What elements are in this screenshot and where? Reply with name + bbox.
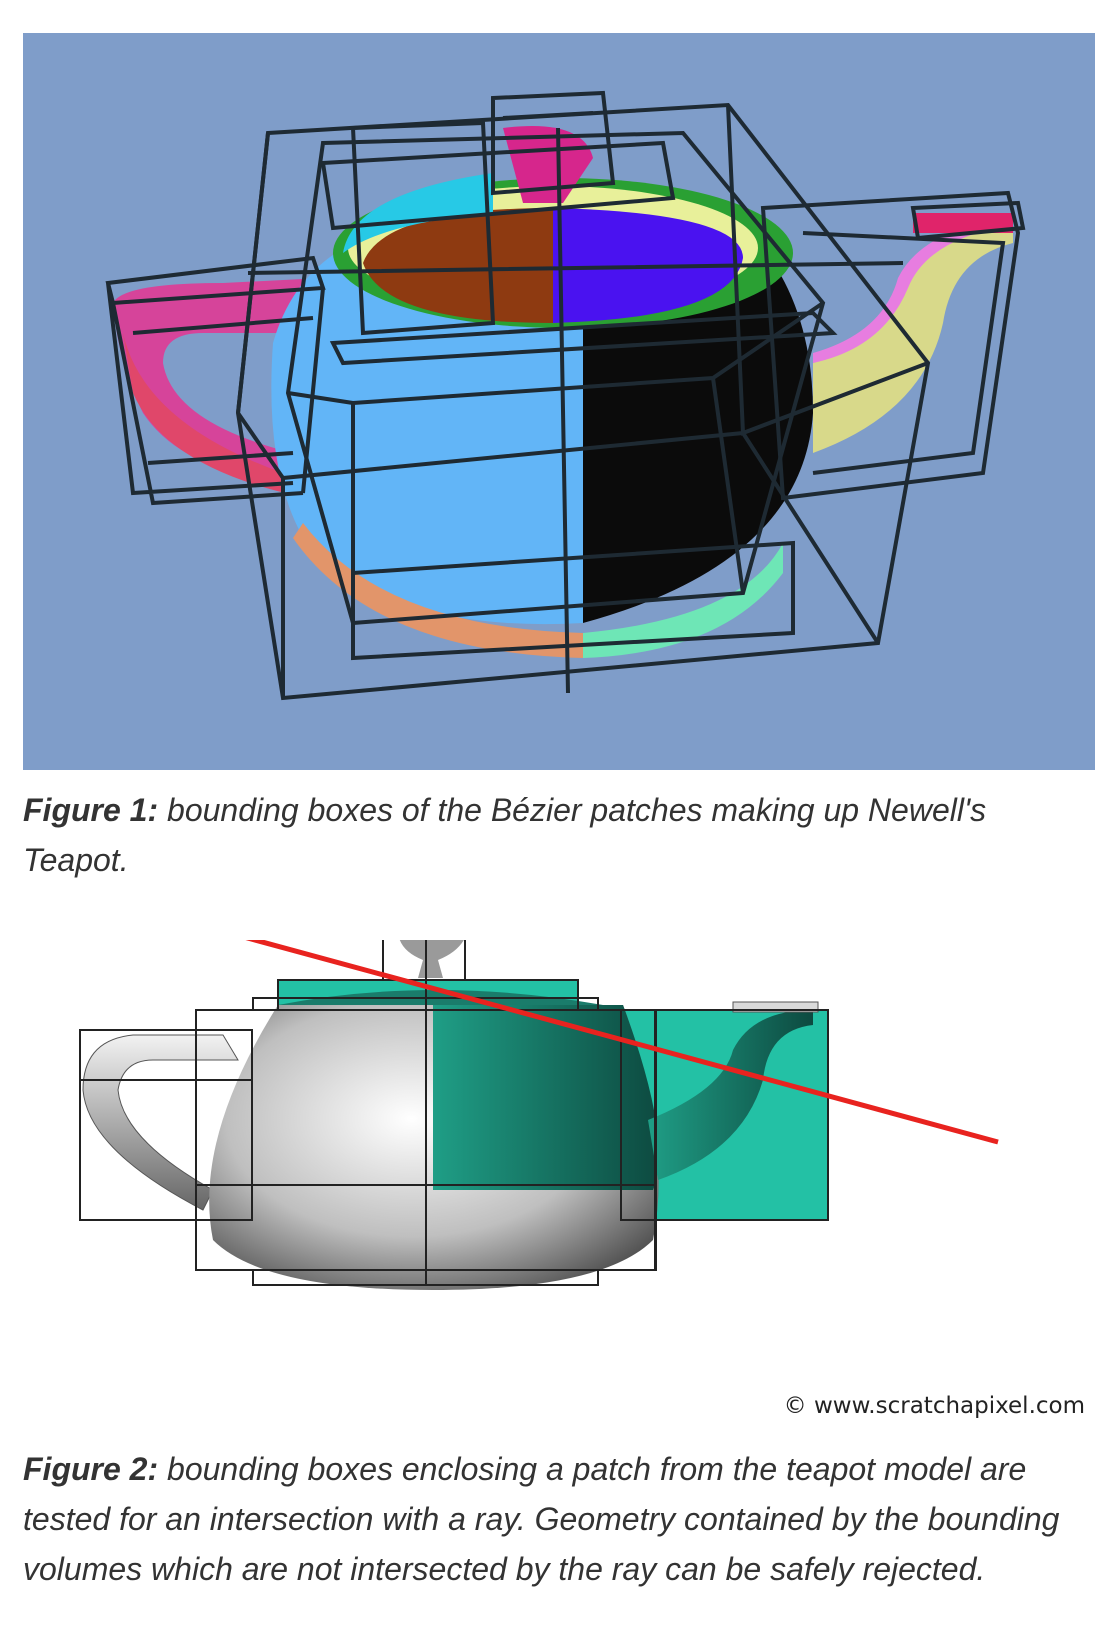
figure-2-caption: Figure 2: bounding boxes enclosing a pat… xyxy=(23,1444,1093,1594)
figure-2-label: Figure 2: xyxy=(23,1451,159,1487)
figure-1-image xyxy=(23,33,1095,770)
figure-1-caption-text: bounding boxes of the Bézier patches mak… xyxy=(23,792,987,878)
figure-1-caption: Figure 1: bounding boxes of the Bézier p… xyxy=(23,785,1093,885)
bounding-box-wireframes xyxy=(105,90,1026,701)
teapot-patches xyxy=(113,126,1013,658)
ray-arrow xyxy=(245,940,999,1145)
figure-1-label: Figure 1: xyxy=(23,792,159,828)
figure-2-image xyxy=(23,940,1095,1380)
figure-2-caption-text: bounding boxes enclosing a patch from th… xyxy=(23,1451,1060,1587)
teapot-knob xyxy=(399,940,464,978)
teapot-spout xyxy=(648,1010,813,1180)
copyright-credit: © www.scratchapixel.com xyxy=(783,1393,1085,1419)
